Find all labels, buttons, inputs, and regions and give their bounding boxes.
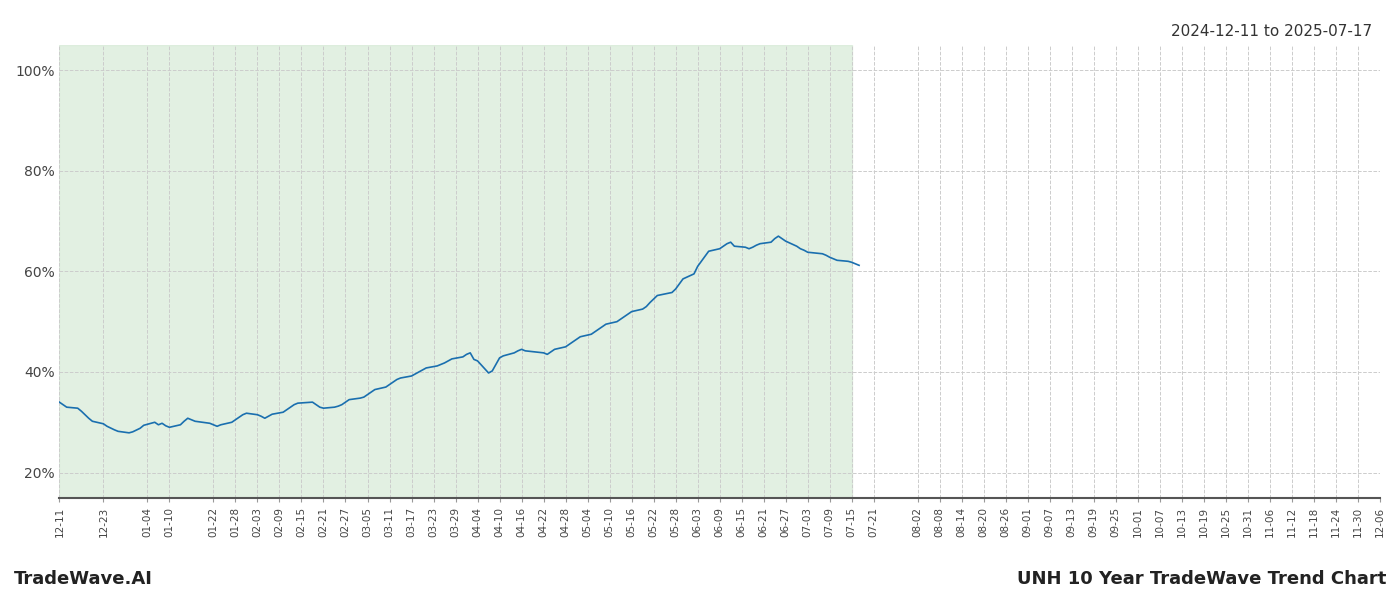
Text: TradeWave.AI: TradeWave.AI [14, 570, 153, 588]
Text: UNH 10 Year TradeWave Trend Chart: UNH 10 Year TradeWave Trend Chart [1016, 570, 1386, 588]
Text: 2024-12-11 to 2025-07-17: 2024-12-11 to 2025-07-17 [1170, 24, 1372, 39]
Bar [59, 45, 851, 498]
